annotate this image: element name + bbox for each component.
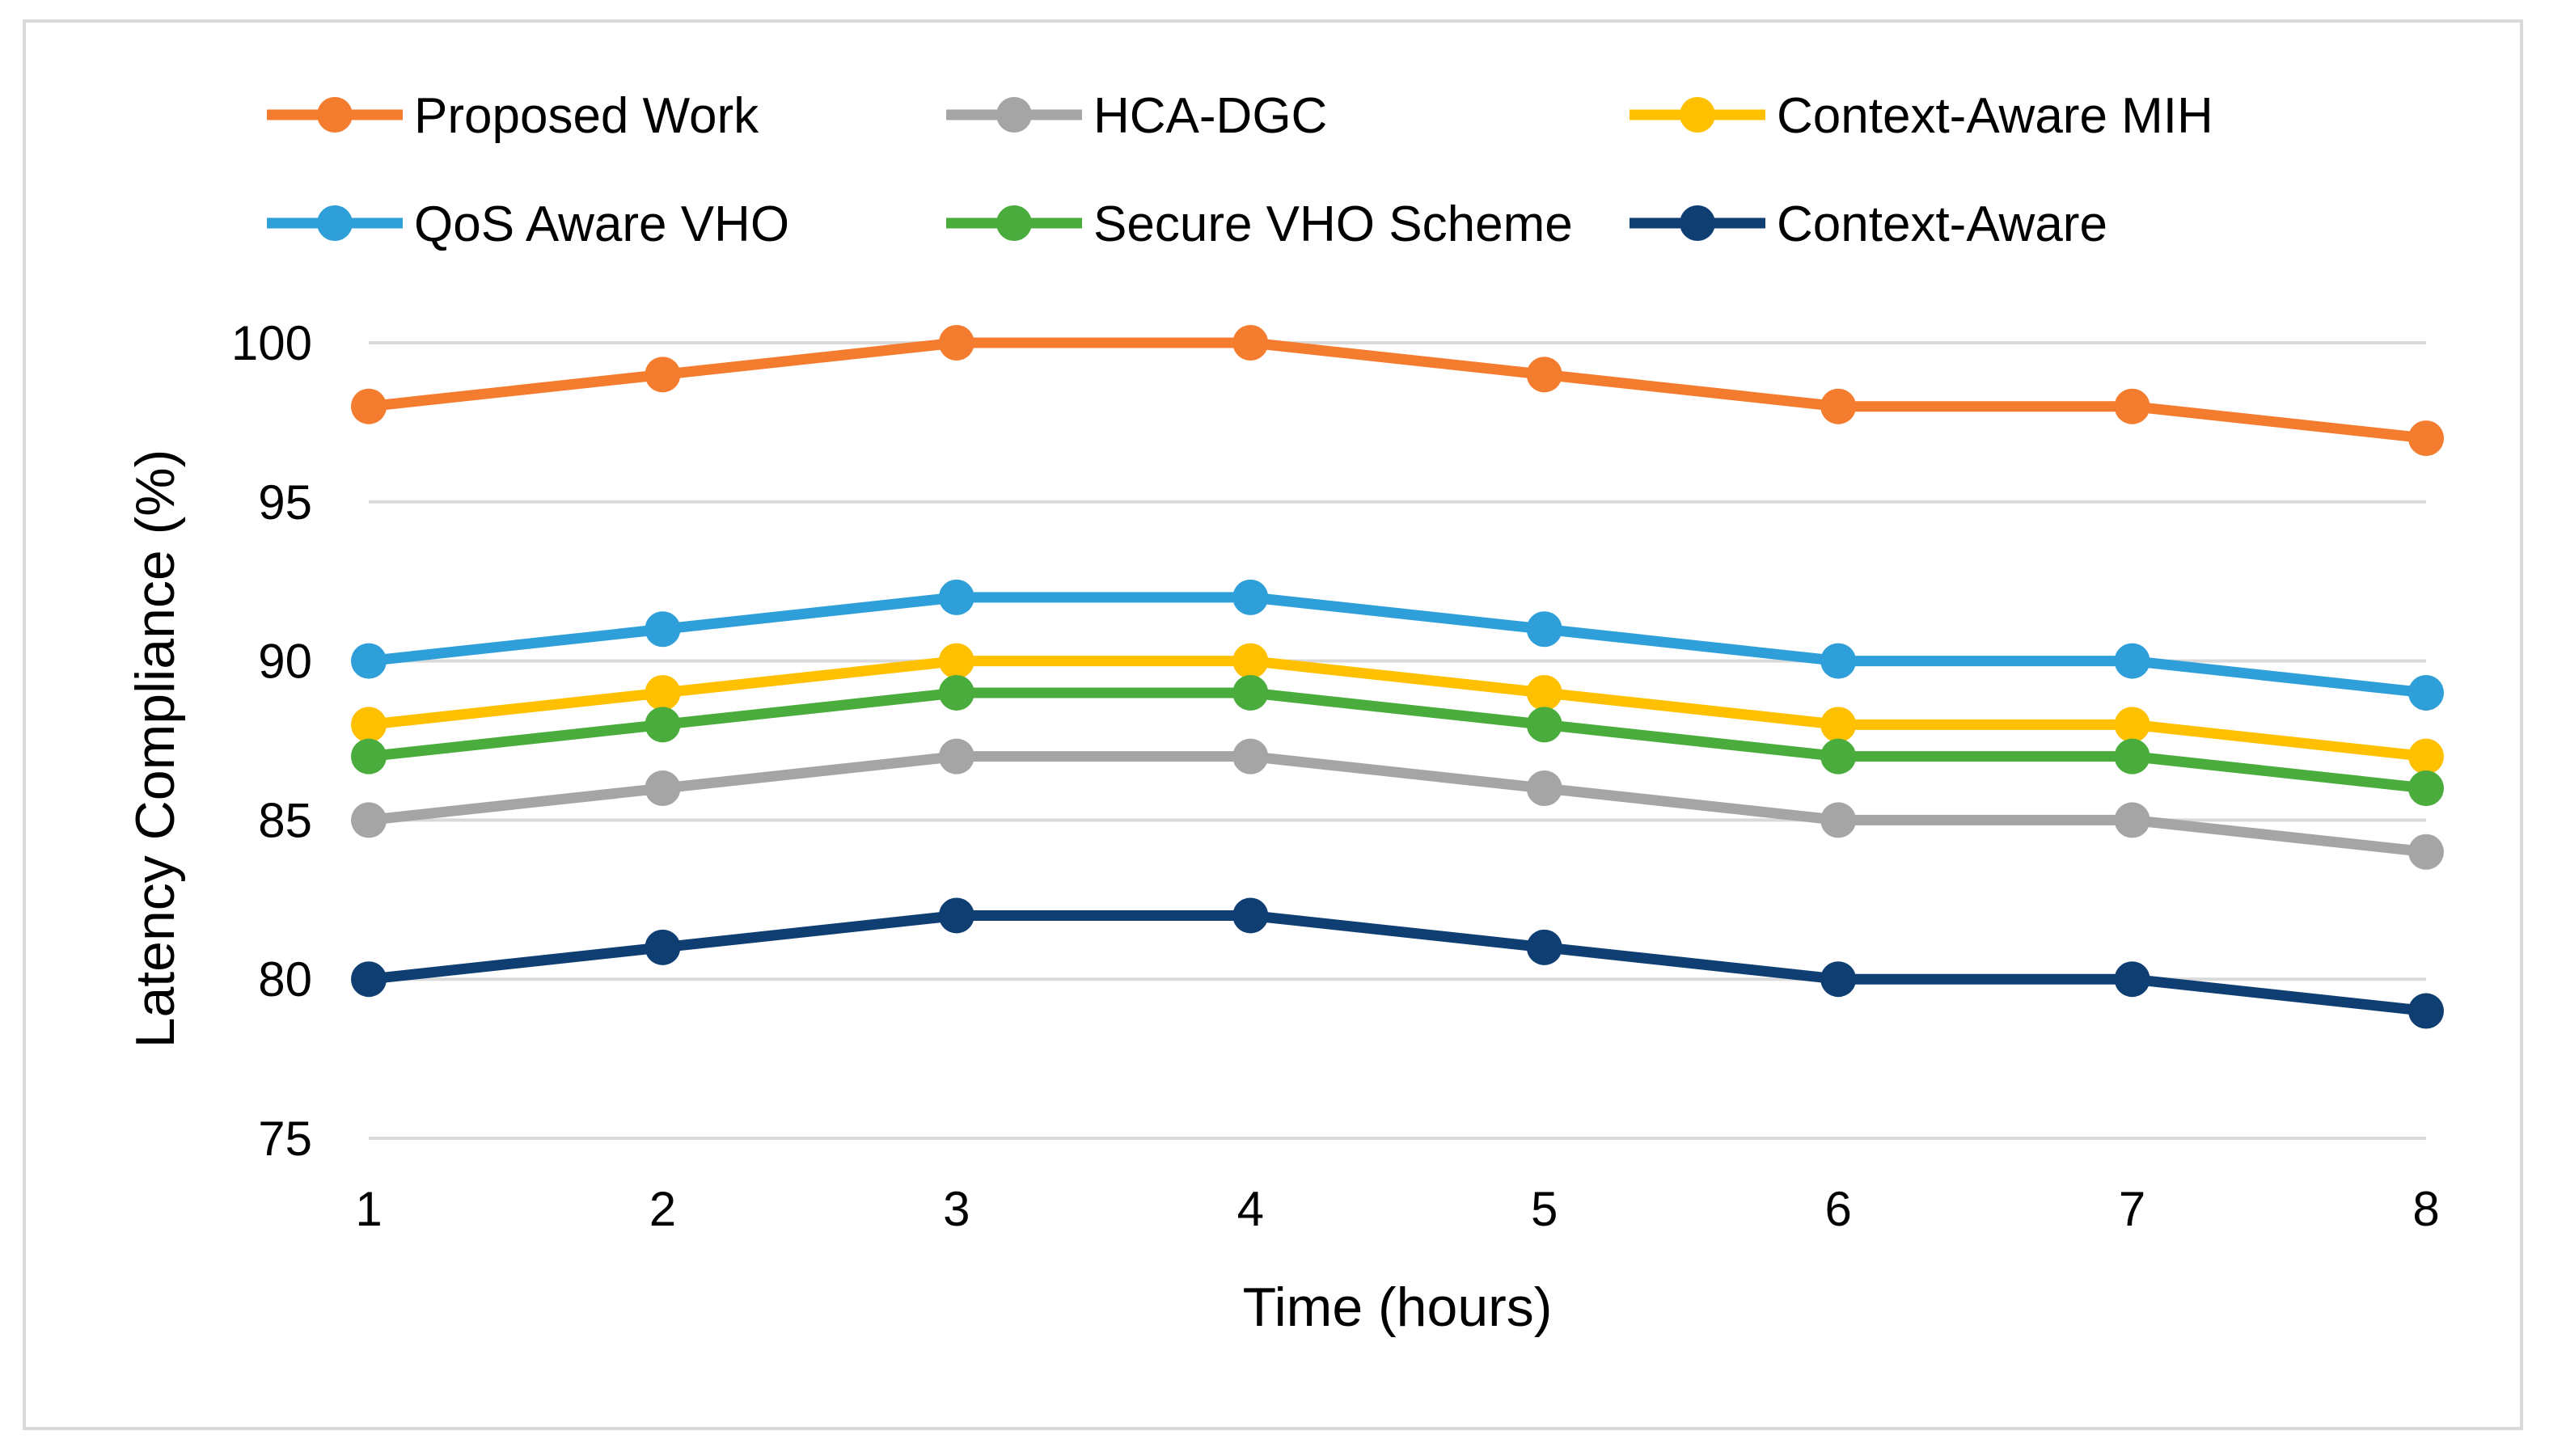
x-tick-label: 3 bbox=[943, 1182, 970, 1236]
legend-label: Proposed Work bbox=[414, 88, 759, 144]
data-point bbox=[938, 643, 974, 679]
data-point bbox=[1526, 929, 1562, 965]
data-point bbox=[1526, 674, 1562, 711]
data-point bbox=[1820, 738, 1857, 774]
data-point bbox=[645, 929, 681, 965]
legend-marker bbox=[1680, 205, 1715, 241]
x-tick-label: 8 bbox=[2412, 1182, 2439, 1236]
data-point bbox=[2114, 707, 2150, 743]
data-point bbox=[351, 802, 387, 838]
x-tick-label: 4 bbox=[1237, 1182, 1264, 1236]
data-point bbox=[2408, 770, 2444, 807]
data-point bbox=[351, 388, 387, 424]
series-layer bbox=[351, 325, 2444, 1029]
legend-marker bbox=[317, 205, 353, 241]
series-2 bbox=[351, 643, 2444, 774]
y-tick-label: 95 bbox=[258, 475, 312, 530]
data-point bbox=[1820, 707, 1857, 743]
series-1 bbox=[351, 738, 2444, 870]
series-line bbox=[368, 909, 2427, 1017]
tick-labels: 75 80 85 90 95 100 1 2 3 4 5 6 7 8 bbox=[231, 316, 2440, 1236]
legend-label: QoS Aware VHO bbox=[414, 196, 789, 252]
legend-label: HCA-DGC bbox=[1093, 88, 1327, 144]
x-tick-label: 6 bbox=[1824, 1182, 1851, 1236]
x-tick-label: 7 bbox=[2119, 1182, 2145, 1236]
y-tick-label: 85 bbox=[258, 793, 312, 847]
data-point bbox=[2408, 420, 2444, 457]
data-point bbox=[1232, 674, 1269, 711]
data-point bbox=[351, 643, 387, 679]
data-point bbox=[938, 897, 974, 934]
y-tick-label: 100 bbox=[231, 316, 312, 370]
y-tick-label: 90 bbox=[258, 635, 312, 689]
data-point bbox=[1820, 388, 1857, 424]
data-point bbox=[645, 770, 681, 807]
data-point bbox=[1526, 707, 1562, 743]
y-tick-label: 75 bbox=[258, 1112, 312, 1166]
series-line bbox=[368, 592, 2427, 698]
data-point bbox=[2114, 738, 2150, 774]
data-point bbox=[938, 674, 974, 711]
data-point bbox=[1232, 643, 1269, 679]
series-4 bbox=[351, 674, 2444, 807]
series-line bbox=[368, 687, 2427, 794]
x-tick-label: 1 bbox=[355, 1182, 382, 1236]
series-line bbox=[368, 337, 2427, 444]
data-point bbox=[2408, 834, 2444, 870]
x-tick-label: 5 bbox=[1531, 1182, 1558, 1236]
data-point bbox=[2114, 961, 2150, 998]
data-point bbox=[2408, 738, 2444, 774]
data-point bbox=[2114, 388, 2150, 424]
data-point bbox=[1232, 897, 1269, 934]
x-axis-title: Time (hours) bbox=[1243, 1277, 1553, 1338]
data-point bbox=[2408, 674, 2444, 711]
legend-item: QoS Aware VHO bbox=[267, 196, 789, 252]
data-point bbox=[2114, 802, 2150, 838]
y-tick-label: 80 bbox=[258, 952, 312, 1007]
data-point bbox=[2114, 643, 2150, 679]
data-point bbox=[1820, 961, 1857, 998]
legend-label: Context-Aware MIH bbox=[1777, 88, 2213, 144]
y-axis-title: Latency Compliance (%) bbox=[125, 449, 186, 1049]
series-0 bbox=[351, 325, 2444, 457]
data-point bbox=[645, 357, 681, 393]
data-point bbox=[645, 611, 681, 648]
data-point bbox=[1232, 325, 1269, 361]
series-line bbox=[368, 656, 2427, 762]
data-point bbox=[351, 961, 387, 998]
data-point bbox=[351, 707, 387, 743]
data-point bbox=[938, 579, 974, 615]
series-3 bbox=[351, 579, 2444, 711]
legend-marker bbox=[996, 205, 1032, 241]
data-point bbox=[1232, 738, 1269, 774]
legend-label: Secure VHO Scheme bbox=[1093, 196, 1573, 252]
data-point bbox=[1232, 579, 1269, 615]
data-point bbox=[1820, 802, 1857, 838]
gridlines bbox=[369, 341, 2426, 1140]
data-point bbox=[1820, 643, 1857, 679]
x-tick-label: 2 bbox=[649, 1182, 676, 1236]
data-point bbox=[1526, 611, 1562, 648]
legend-item: Secure VHO Scheme bbox=[946, 196, 1573, 252]
legend-marker bbox=[996, 97, 1032, 133]
series-5 bbox=[351, 897, 2444, 1029]
data-point bbox=[1526, 357, 1562, 393]
legend-item: Context-Aware MIH bbox=[1630, 88, 2213, 144]
legend-marker bbox=[317, 97, 353, 133]
legend-label: Context-Aware bbox=[1777, 196, 2107, 252]
data-point bbox=[1526, 770, 1562, 807]
data-point bbox=[645, 707, 681, 743]
legend-item: Proposed Work bbox=[267, 88, 759, 144]
series-line bbox=[368, 751, 2427, 858]
data-point bbox=[938, 738, 974, 774]
data-point bbox=[2408, 993, 2444, 1029]
legend-marker bbox=[1680, 97, 1715, 133]
data-point bbox=[938, 325, 974, 361]
legend-item: HCA-DGC bbox=[946, 88, 1327, 144]
legend: Proposed Work HCA-DGC Context-Aware MIH QoS… bbox=[267, 88, 2213, 252]
legend-item: Context-Aware bbox=[1630, 196, 2107, 252]
data-point bbox=[645, 674, 681, 711]
data-point bbox=[351, 738, 387, 774]
